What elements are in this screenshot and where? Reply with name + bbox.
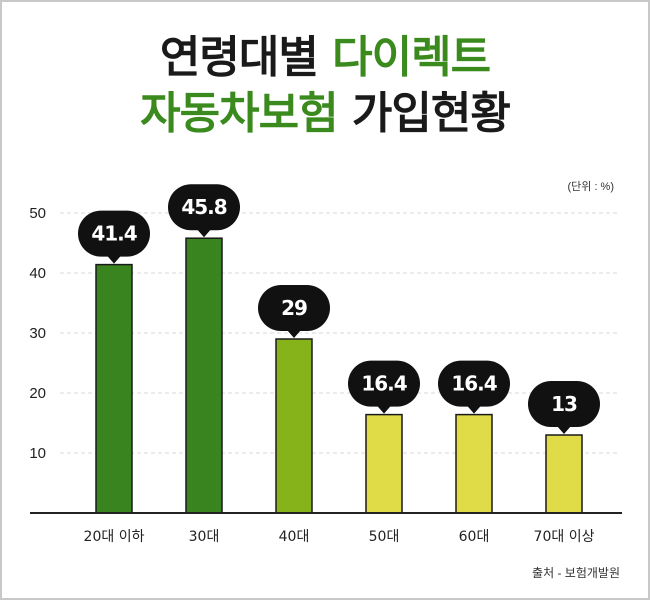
data-label-bubble: 41.4: [78, 210, 150, 264]
title-line2-dark: 가입현황: [351, 88, 511, 139]
y-tick-label: 20: [29, 385, 46, 402]
bubble-pointer: [287, 330, 301, 338]
data-label: 45.8: [181, 195, 226, 219]
bubble-pointer: [107, 255, 121, 264]
data-label-bubble: 13: [528, 381, 600, 434]
x-category-label: 30대: [189, 529, 220, 545]
y-tick-label: 50: [29, 205, 46, 222]
bubble-body: [438, 360, 510, 407]
bar: [185, 237, 223, 514]
unit-label: (단위 : %): [567, 181, 614, 193]
bubble-pointer: [197, 229, 211, 238]
y-tick-label: 10: [29, 445, 46, 462]
x-category-label: 70대 이상: [534, 529, 595, 545]
bubble-pointer: [557, 426, 571, 434]
title-line2-green: 자동차보험: [140, 88, 338, 139]
bubble-body: [168, 184, 240, 231]
data-label-bubble: 45.8: [168, 184, 240, 238]
x-category-label: 50대: [369, 529, 400, 545]
data-label-bubble: 16.4: [348, 360, 420, 414]
bubble-body: [528, 381, 600, 427]
x-category-label: 20대 이하: [84, 529, 145, 545]
title-line1-dark: 연령대별: [159, 32, 319, 83]
data-label: 16.4: [451, 372, 496, 396]
bars: [95, 237, 583, 514]
data-label: 13: [551, 392, 577, 416]
title-line1-green: 다이렉트: [332, 32, 491, 83]
data-label-bubble: 29: [258, 285, 330, 338]
bubble-body: [78, 210, 150, 257]
bar: [365, 413, 403, 514]
data-label: 16.4: [361, 372, 406, 396]
title-line-1: 연령대별 다이렉트: [0, 30, 650, 86]
source-label: 출처 - 보험개발원: [532, 566, 620, 580]
bubble-pointer: [377, 405, 391, 414]
data-label: 29: [281, 296, 307, 320]
x-category-label: 40대: [279, 529, 310, 545]
chart-title: 연령대별 다이렉트 자동차보험 가입현황: [0, 30, 650, 142]
y-tick-label: 30: [29, 325, 46, 342]
bubble-body: [258, 285, 330, 331]
data-label: 41.4: [91, 222, 136, 246]
bar: [455, 413, 493, 514]
data-label-bubble: 16.4: [438, 360, 510, 414]
x-category-label: 60대: [459, 529, 490, 545]
bubble-pointer: [467, 405, 481, 414]
bar: [275, 338, 313, 514]
bar: [545, 434, 583, 514]
bar: [95, 263, 133, 514]
bubble-body: [348, 360, 420, 407]
y-axis-ticks: 10 20 30 40 50: [29, 205, 46, 462]
title-line-2: 자동차보험 가입현황: [0, 86, 650, 142]
category-labels: 20대 이하 30대 40대 50대 60대 70대 이상: [84, 529, 595, 545]
y-tick-label: 40: [29, 265, 46, 282]
data-label-bubbles: 41.4 45.8 29 16.4 16.4 13: [78, 184, 600, 434]
gridlines: [60, 212, 618, 454]
